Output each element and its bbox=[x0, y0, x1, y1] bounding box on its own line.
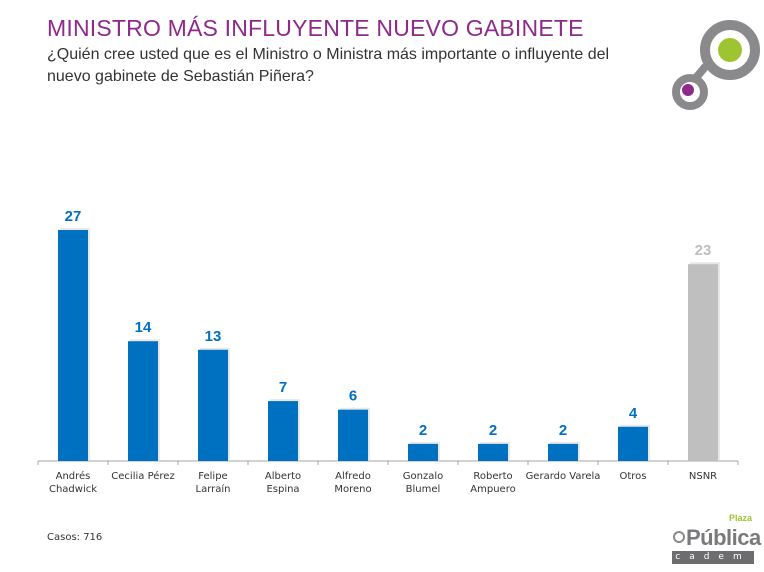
data-label: 2 bbox=[489, 422, 497, 439]
data-label: 6 bbox=[349, 388, 357, 405]
cadem-logo: Plaza Pública cadem bbox=[670, 513, 761, 566]
category-label: Alberto bbox=[265, 471, 301, 482]
logo-ring-icon bbox=[673, 531, 685, 543]
bar bbox=[338, 409, 368, 461]
data-label: 2 bbox=[419, 422, 427, 439]
category-label: Larraín bbox=[196, 483, 231, 495]
bar bbox=[58, 230, 88, 461]
bar bbox=[478, 443, 508, 461]
category-label: Gerardo Varela bbox=[526, 471, 601, 482]
bar bbox=[408, 443, 438, 461]
data-label: 4 bbox=[629, 405, 638, 422]
plaza-publica-logo-icon bbox=[668, 17, 764, 112]
data-label: 23 bbox=[695, 242, 712, 259]
bar bbox=[688, 264, 718, 461]
category-label: Espina bbox=[266, 484, 299, 495]
data-label: 27 bbox=[65, 208, 82, 225]
logo-cadem-text: cadem bbox=[672, 551, 754, 564]
data-label: 2 bbox=[559, 422, 567, 439]
category-label: Gonzalo bbox=[403, 471, 443, 482]
page-title: MINISTRO MÁS INFLUYENTE NUEVO GABINETE bbox=[47, 15, 584, 41]
logo-plaza-text: Plaza bbox=[728, 513, 752, 523]
category-label: Blumel bbox=[406, 484, 441, 495]
bar bbox=[198, 349, 228, 461]
page-subtitle: ¿Quién cree usted que es el Ministro o M… bbox=[47, 46, 610, 85]
category-label: Alfredo bbox=[335, 471, 371, 482]
data-label: 7 bbox=[279, 379, 287, 396]
category-label: Andrés bbox=[56, 470, 91, 482]
bar bbox=[548, 443, 578, 461]
sample-size: Casos: 716 bbox=[47, 532, 103, 543]
bar bbox=[618, 426, 648, 461]
category-label: Otros bbox=[619, 471, 646, 482]
category-label: Chadwick bbox=[49, 484, 97, 495]
category-label: Cecilia Pérez bbox=[111, 470, 174, 482]
data-label: 13 bbox=[205, 328, 222, 345]
bar bbox=[128, 341, 158, 461]
category-label: Felipe bbox=[198, 471, 227, 482]
category-label: NSNR bbox=[689, 471, 717, 482]
category-label: Roberto bbox=[473, 471, 512, 482]
logo-publica-text: Pública bbox=[686, 525, 761, 550]
category-label: Moreno bbox=[334, 484, 371, 495]
data-label: 14 bbox=[135, 319, 152, 336]
bar bbox=[268, 401, 298, 461]
category-label: Ampuero bbox=[470, 484, 515, 495]
